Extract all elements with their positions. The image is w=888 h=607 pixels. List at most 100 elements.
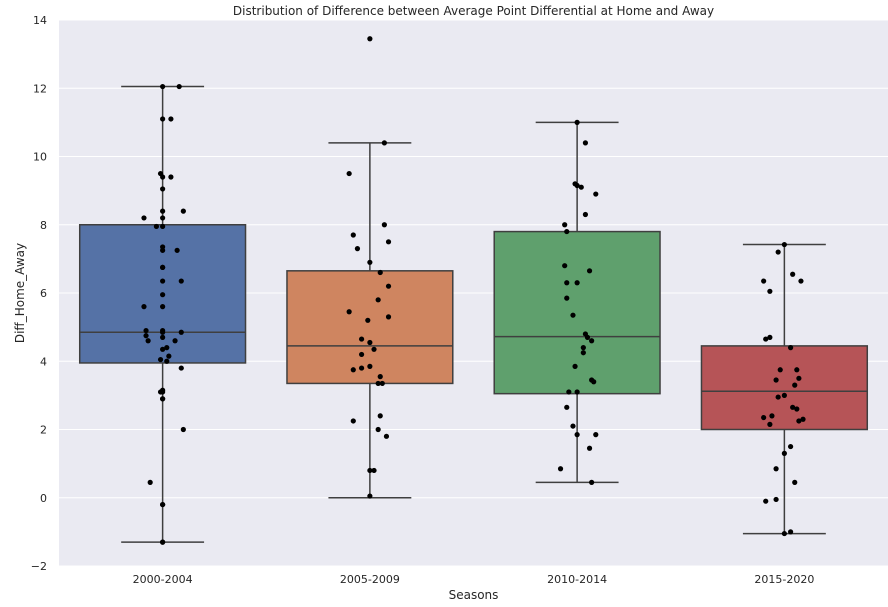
data-point [160,215,166,221]
data-point [367,259,373,265]
data-point [141,215,147,221]
data-point [767,421,773,427]
tick-labels: −2 0 2 4 6 8 10 12 14 2000-2004 2005-2009 2010-2014… [31,14,815,586]
y-tick-label: 8 [40,219,47,232]
points [141,36,806,545]
data-point [350,418,356,424]
data-point [582,211,589,218]
data-point [773,377,779,383]
chart-title: Distribution of Difference between Avera… [233,4,714,18]
data-point [792,382,798,388]
x-tick-label: 2010-2014 [547,573,607,586]
data-point [176,83,182,90]
data-point [141,304,147,310]
data-point [379,380,385,387]
data-point [761,278,767,284]
data-point [354,246,361,252]
data-point [160,174,166,180]
data-point [145,338,151,344]
data-point [147,479,153,485]
data-point [574,182,580,189]
y-tick-label: 6 [40,287,47,300]
data-point [775,249,781,255]
data-point [180,426,186,433]
data-point [157,356,164,363]
data-point [178,365,184,371]
data-point [350,367,356,373]
data-point [578,184,584,190]
data-point [350,232,356,238]
data-point [580,350,586,356]
data-point [787,345,794,351]
data-point [777,367,783,373]
data-point [385,314,392,320]
data-point [377,269,383,276]
y-tick-label: −2 [31,560,47,573]
data-point [172,338,178,344]
data-point [160,83,166,90]
data-point [564,228,570,235]
data-point [796,375,802,381]
data-point [358,351,365,358]
data-point [586,268,593,274]
data-point [375,380,381,387]
data-point [574,119,580,125]
data-point [160,264,166,271]
data-point [180,208,186,214]
y-tick-label: 2 [40,424,47,437]
data-point [383,433,390,439]
data-point [346,170,352,177]
data-point [794,406,800,412]
data-point [781,450,787,456]
data-point [781,241,787,248]
data-point [367,493,373,499]
data-point [589,479,595,485]
x-tick-label: 2015-2020 [754,573,814,586]
data-point [377,413,383,419]
x-axis-label: Seasons [449,588,499,602]
data-point [763,336,769,342]
data-point [160,116,166,122]
data-point [566,389,572,395]
data-point [790,271,796,277]
data-point [582,140,589,146]
data-point [375,297,381,303]
data-point [574,280,580,286]
data-point [572,363,578,369]
y-tick-label: 10 [33,151,47,164]
data-point [160,396,166,402]
data-point [767,334,773,340]
data-point [787,443,794,450]
iqr-box [700,345,869,431]
data-point [178,329,184,335]
data-point [160,304,166,310]
data-point [381,140,387,146]
data-point [798,278,804,284]
data-point [385,239,392,245]
data-point [794,367,800,373]
data-point [160,247,166,253]
data-point [574,432,580,438]
data-point [775,394,781,400]
data-point [593,191,599,197]
data-point [160,346,166,352]
data-point [796,418,802,424]
data-point [367,363,373,369]
data-point [160,292,166,298]
data-point [160,208,166,214]
data-point [377,374,383,380]
y-tick-label: 0 [40,492,47,505]
data-point [761,414,767,421]
data-point [164,345,170,351]
data-point [570,423,576,429]
data-point [160,186,166,192]
x-tick-label: 2000-2004 [133,573,193,586]
data-point [371,467,377,474]
data-point [168,116,174,122]
data-point [160,334,166,340]
data-point [562,263,568,269]
data-point [160,389,166,395]
data-point [790,404,796,410]
